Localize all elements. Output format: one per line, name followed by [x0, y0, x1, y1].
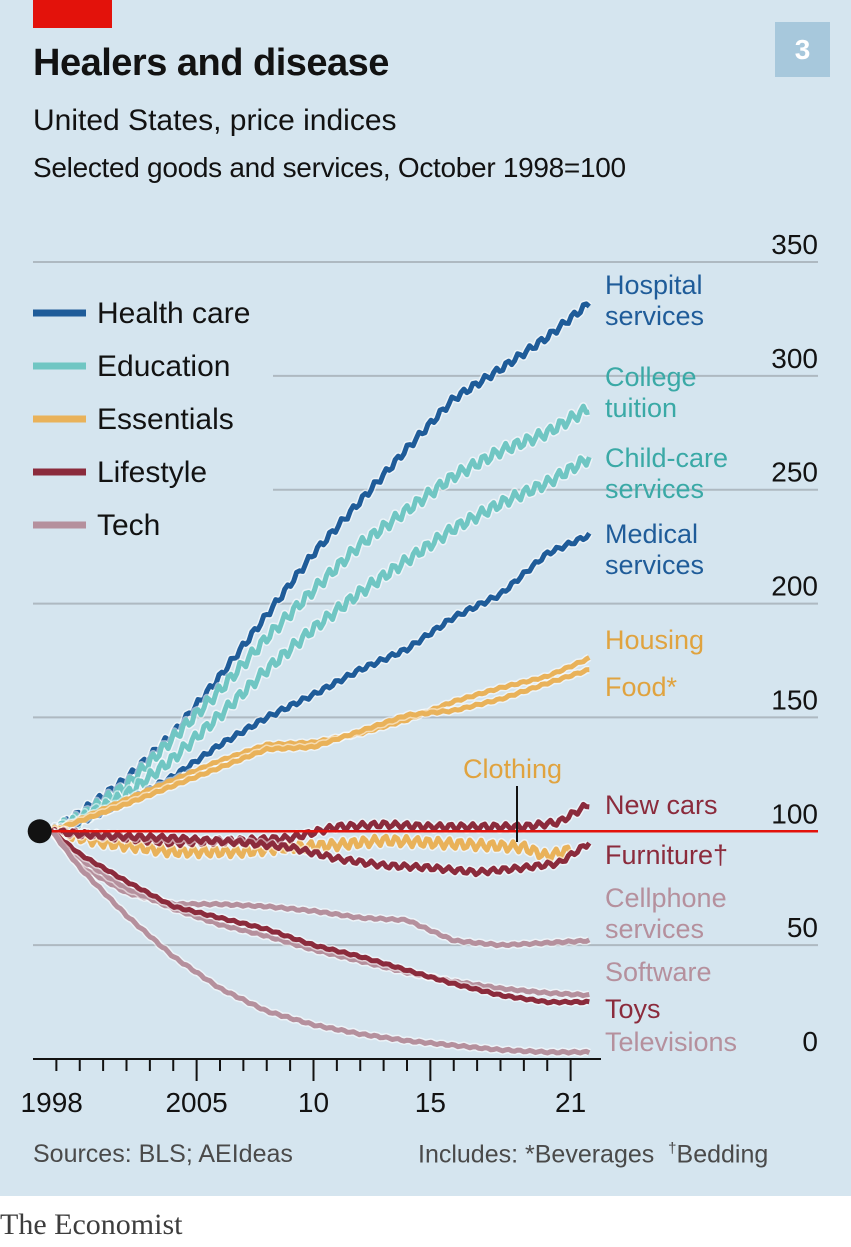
series-line	[50, 827, 592, 878]
series-line	[49, 403, 590, 837]
series-line	[50, 829, 590, 1006]
series-line	[49, 829, 590, 999]
legend-label: Education	[97, 350, 230, 383]
legend-label: Essentials	[97, 403, 234, 436]
chart-subtitle-detail: Selected goods and services, October 199…	[33, 152, 626, 183]
series-line	[49, 824, 573, 863]
series-line	[49, 829, 591, 1056]
y-tick-label: 150	[771, 684, 818, 715]
footnote-bedding: Bedding	[676, 1140, 769, 1169]
series-line	[50, 455, 592, 836]
series-label: College	[605, 362, 697, 392]
brand-red-tag	[33, 0, 112, 28]
series-label: Child-care	[605, 443, 728, 473]
origin-point	[27, 819, 52, 844]
y-tick-label: 250	[771, 457, 818, 488]
legend-label: Health care	[97, 297, 250, 330]
series-label: Food*	[605, 672, 678, 702]
series-label: services	[605, 301, 704, 331]
y-tick-label: 100	[771, 798, 818, 829]
x-tick-label: 1998	[21, 1087, 83, 1118]
series-label: Cellphone	[605, 883, 727, 913]
chart-panel	[0, 0, 851, 1196]
series-line	[50, 667, 590, 834]
series-label: Software	[605, 957, 712, 987]
sources-note: Sources: BLS; AEIdeas	[33, 1140, 293, 1168]
y-tick-label: 200	[771, 571, 818, 602]
x-tick-label: 10	[298, 1087, 329, 1118]
series-halo	[48, 299, 592, 834]
series-label: New cars	[605, 790, 718, 820]
legend-label: Lifestyle	[97, 456, 207, 489]
brand-footer: The Economist	[0, 1208, 183, 1241]
y-tick-label: 300	[771, 343, 818, 374]
y-tick-label: 50	[787, 912, 818, 943]
series-label: services	[605, 914, 704, 944]
series-label: Medical	[605, 519, 698, 549]
series-label: services	[605, 474, 704, 504]
x-tick-label: 2005	[165, 1087, 227, 1118]
chart-title: Healers and disease	[33, 42, 389, 84]
series-label: services	[605, 550, 704, 580]
chart-subtitle: United States, price indices	[33, 104, 397, 137]
y-tick-label: 350	[771, 229, 818, 260]
series-label: Hospital	[605, 270, 703, 300]
series-line	[49, 301, 591, 833]
series-label: Furniture†	[605, 840, 728, 870]
line-chart: 0 50 100 150 200 250 300 350 1998 2005 10 15 21 Healt…	[21, 229, 818, 1118]
footnotes: Includes: *Beverages †Bedding	[418, 1140, 768, 1169]
y-tick-label: 0	[802, 1026, 818, 1057]
series-label-clothing: Clothing	[463, 754, 562, 784]
footnote-beverages: Includes: *Beverages	[418, 1140, 655, 1169]
x-tick-label: 15	[415, 1087, 446, 1118]
x-tick-label: 21	[555, 1087, 586, 1118]
series-label: Televisions	[605, 1027, 737, 1057]
series-label: Housing	[605, 625, 704, 655]
legend-label: Tech	[97, 509, 160, 542]
series-label: tuition	[605, 393, 677, 423]
series-label: Toys	[605, 994, 661, 1024]
dagger-symbol: †	[668, 1140, 677, 1157]
chart-number-badge: 3	[775, 22, 830, 77]
